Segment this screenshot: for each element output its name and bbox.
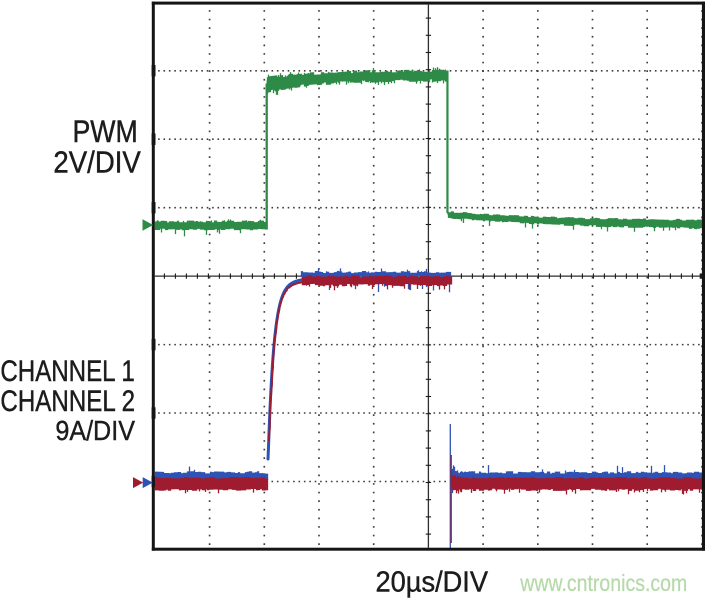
svg-text:PWM: PWM	[72, 114, 137, 150]
svg-text:20µs/DIV: 20µs/DIV	[376, 566, 489, 598]
svg-text:CHANNEL 1: CHANNEL 1	[0, 355, 134, 388]
svg-text:9A/DIV: 9A/DIV	[55, 415, 135, 446]
svg-text:2V/DIV: 2V/DIV	[53, 145, 141, 180]
svg-text:www.cntronics.com: www.cntronics.com	[519, 570, 687, 596]
svg-text:CHANNEL 2: CHANNEL 2	[0, 385, 135, 418]
